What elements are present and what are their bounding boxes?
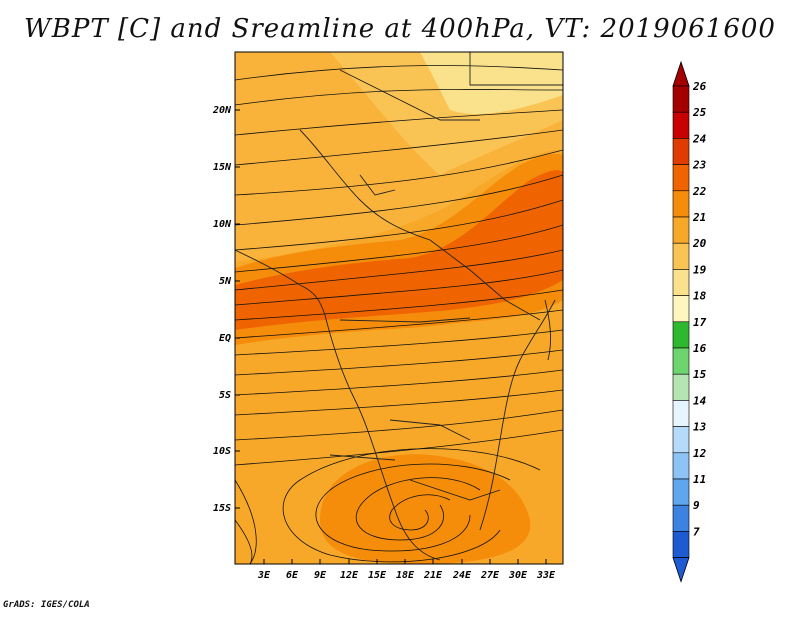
colorbar-segment — [672, 478, 690, 506]
colorbar-segment — [672, 373, 690, 401]
colorbar-segment — [672, 426, 690, 454]
lat-tick-label: 10S — [213, 446, 231, 457]
lon-tick-label: 33E — [536, 570, 556, 581]
colorbar-segment — [672, 400, 690, 427]
lon-tick-label: 3E — [257, 570, 271, 581]
colorbar-segment — [672, 216, 690, 244]
colorbar-label: 16 — [693, 342, 707, 355]
lon-tick-label: 9E — [314, 570, 327, 581]
lon-tick-label: 30E — [508, 570, 528, 581]
lat-tick-label: EQ — [219, 333, 231, 344]
colorbar-segment — [672, 269, 690, 296]
plot-title: WBPT [C] and Sreamline at 400hPa, VT: 20… — [24, 14, 776, 44]
colorbar-segment — [672, 452, 690, 480]
equatorial-hot-band — [235, 170, 563, 330]
south-warm-swirl — [320, 454, 531, 564]
longitude-axis: 3E 6E 9E 12E 15E 18E 21E 24E 27E 30E 33E — [257, 570, 556, 581]
colorbar-label: 11 — [693, 473, 706, 486]
colorbar-label: 9 — [693, 499, 700, 512]
colorbar-label: 25 — [692, 106, 707, 119]
colorbar-label: 7 — [693, 525, 700, 538]
lat-tick-label: 10N — [213, 219, 232, 230]
lon-tick-label: 12E — [340, 570, 359, 581]
colorbar-label: 22 — [692, 185, 707, 198]
lat-tick-label: 20N — [212, 105, 232, 116]
lat-tick-label: 5S — [219, 390, 231, 401]
credit-text: GrADS: IGES/COLA — [3, 600, 90, 610]
colorbar-segment — [672, 504, 690, 532]
colorbar-top-arrow — [672, 60, 690, 87]
lon-tick-label: 6E — [286, 570, 299, 581]
colorbar-label: 20 — [692, 237, 707, 250]
latitude-ticks — [235, 109, 240, 509]
colorbar-label: 18 — [693, 290, 707, 303]
colorbar-label: 19 — [693, 263, 707, 276]
colorbar-label: 21 — [692, 211, 706, 224]
colorbar-segment — [672, 138, 690, 165]
colorbar-segment — [672, 164, 690, 192]
colorbar-segment — [672, 321, 690, 349]
lon-tick-label: 27E — [480, 570, 500, 581]
lon-tick-label: 15E — [368, 570, 387, 581]
lat-tick-label: 15N — [213, 162, 232, 173]
north-palest-region — [420, 52, 563, 115]
colorbar-label: 24 — [692, 132, 707, 145]
colorbar-segment — [672, 85, 690, 113]
latitude-axis: 20N 15N 10N 5N EQ 5S 10S 15S — [212, 105, 232, 514]
colorbar-label: 23 — [692, 159, 707, 172]
lat-tick-label: 15S — [213, 503, 231, 514]
streamlines — [235, 65, 563, 564]
colorbar-label: 15 — [693, 368, 707, 381]
colorbar-segment — [672, 242, 690, 270]
lon-tick-label: 21E — [423, 570, 443, 581]
lon-tick-label: 24E — [452, 570, 472, 581]
colorbar-segment — [672, 111, 690, 139]
colorbar-segment — [672, 531, 690, 558]
colorbar-segment — [672, 347, 690, 375]
colorbar-bottom-arrow — [672, 557, 690, 583]
colorbar-segment — [672, 295, 690, 323]
colorbar-label: 14 — [693, 394, 707, 407]
longitude-ticks — [263, 559, 547, 564]
lon-tick-label: 18E — [396, 570, 415, 581]
colorbar-label: 26 — [692, 80, 707, 93]
lat-tick-label: 5N — [219, 276, 232, 287]
colorbar-label: 13 — [693, 421, 707, 434]
colorbar-segment — [672, 190, 690, 218]
colorbar-label: 17 — [693, 316, 707, 329]
colorbar-label: 12 — [693, 447, 707, 460]
map-frame — [234, 51, 564, 565]
country-borders — [235, 52, 563, 561]
colorbar: 26 25 24 23 22 21 20 19 18 17 16 15 14 13 12 11 9 7 — [672, 60, 707, 583]
